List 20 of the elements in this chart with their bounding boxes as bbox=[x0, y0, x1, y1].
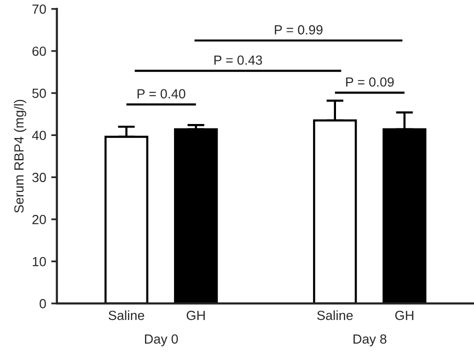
y-tick-label: 50 bbox=[32, 88, 46, 98]
y-axis-title: Serum RBP4 (mg/l) bbox=[14, 100, 26, 213]
annotation: P = 0.99 bbox=[274, 25, 322, 35]
x-tick-label: Saline bbox=[108, 310, 144, 320]
annotation: P = 0.43 bbox=[214, 55, 262, 65]
text: Day 0 bbox=[145, 334, 178, 346]
x-tick-label: Saline bbox=[317, 310, 353, 320]
y-tick-label: 10 bbox=[32, 256, 46, 266]
annotation: P = 0.09 bbox=[346, 77, 394, 87]
x-tick-label: GH bbox=[395, 310, 414, 320]
y-tick-label: 40 bbox=[32, 130, 46, 140]
y-tick-label: 70 bbox=[32, 4, 46, 14]
y-tick-label: 20 bbox=[32, 214, 46, 224]
y-tick-label: 30 bbox=[32, 172, 46, 182]
y-tick-label: 0 bbox=[40, 299, 46, 308]
bar bbox=[174, 128, 218, 304]
y-tick-label: 60 bbox=[32, 46, 46, 56]
x-tick-label: GH bbox=[186, 310, 205, 320]
annotation: P = 0.40 bbox=[138, 89, 186, 98]
text: Day 8 bbox=[354, 334, 386, 346]
